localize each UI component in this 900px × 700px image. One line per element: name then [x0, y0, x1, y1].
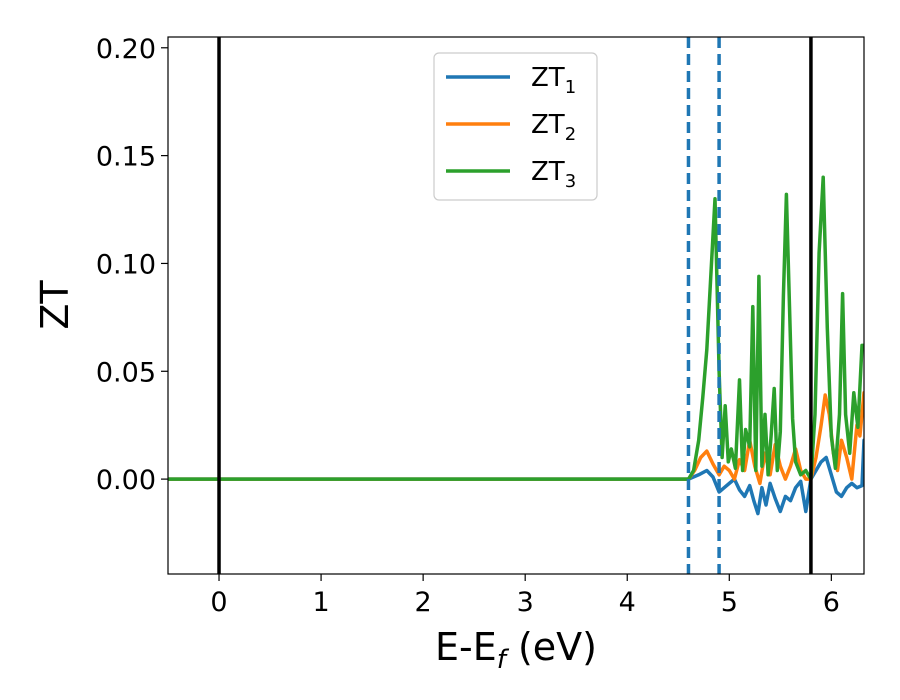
x-tick-label: 6 — [823, 587, 840, 618]
vertical-lines — [217, 37, 813, 574]
x-axis-title: E-Ef (eV) — [435, 625, 597, 675]
y-tick-label: 0.05 — [96, 357, 156, 388]
legend-label-2: ZT2 — [531, 110, 576, 145]
series-lines — [168, 175, 864, 516]
legend-label-1: ZT1 — [531, 63, 576, 98]
legend-box — [433, 52, 598, 201]
y-axis-title: ZT — [33, 280, 77, 330]
x-tick-label: 3 — [517, 587, 534, 618]
x-tick-label: 2 — [415, 587, 432, 618]
x-tick-label: 4 — [619, 587, 636, 618]
y-tick-label: 0.20 — [96, 34, 156, 65]
x-tick-label: 5 — [721, 587, 738, 618]
y-axis-ticks: 0.00 0.05 0.10 0.15 0.20 — [96, 34, 168, 496]
series-line-2 — [168, 391, 864, 486]
legend: ZT1 ZT2 ZT3 — [433, 52, 598, 201]
y-tick-label: 0.00 — [96, 465, 156, 496]
series-line-3 — [168, 175, 864, 481]
legend-label-3: ZT3 — [531, 157, 576, 192]
x-axis-ticks: 0 1 2 3 4 5 6 — [210, 574, 840, 618]
plot-frame — [167, 36, 865, 575]
x-tick-label: 1 — [312, 587, 329, 618]
x-tick-label: 0 — [210, 587, 227, 618]
y-tick-label: 0.10 — [96, 249, 156, 280]
series-line-1 — [168, 438, 864, 516]
y-tick-label: 0.15 — [96, 142, 156, 173]
